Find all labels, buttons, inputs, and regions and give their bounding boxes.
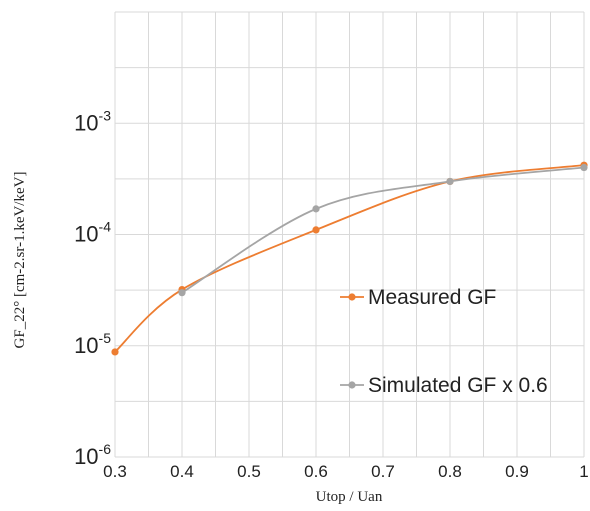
legend-label: Measured GF <box>368 286 496 309</box>
legend-label: Simulated GF x 0.6 <box>368 374 548 397</box>
series-line-1 <box>181 166 585 294</box>
x-tick-label: 0.7 <box>371 462 395 481</box>
y-tick-label: 10-6 <box>74 441 111 469</box>
x-tick-label: 0.9 <box>505 462 529 481</box>
x-tick-label: 1 <box>579 462 588 481</box>
x-tick-label: 0.6 <box>304 462 328 481</box>
data-point <box>446 177 454 186</box>
grid-lines <box>114 11 585 458</box>
series-group <box>111 161 588 356</box>
y-axis-title: GF_22° [cm-2.sr-1.keV/keV] <box>12 172 28 349</box>
y-axis-ticks: 10-6 10-5 10-4 10-3 <box>74 107 111 469</box>
data-point <box>580 163 588 172</box>
y-tick-label: 10-3 <box>74 107 111 135</box>
x-tick-label: 0.3 <box>103 462 127 481</box>
data-point <box>312 226 320 234</box>
x-axis-ticks: 0.3 0.4 0.5 0.6 0.7 0.8 0.9 1 <box>103 462 589 481</box>
legend-marker <box>348 293 356 301</box>
data-point <box>312 205 320 213</box>
x-tick-label: 0.4 <box>170 462 194 481</box>
y-tick-label: 10-4 <box>74 219 111 247</box>
legend-marker <box>348 381 356 389</box>
data-point <box>111 348 119 356</box>
legend: Measured GF Simulated GF x 0.6 <box>340 286 548 397</box>
x-tick-label: 0.5 <box>237 462 261 481</box>
x-axis-title: Utop / Uan <box>316 489 383 505</box>
x-tick-label: 0.8 <box>438 462 462 481</box>
y-tick-label: 10-5 <box>74 330 111 358</box>
data-point <box>178 289 186 297</box>
